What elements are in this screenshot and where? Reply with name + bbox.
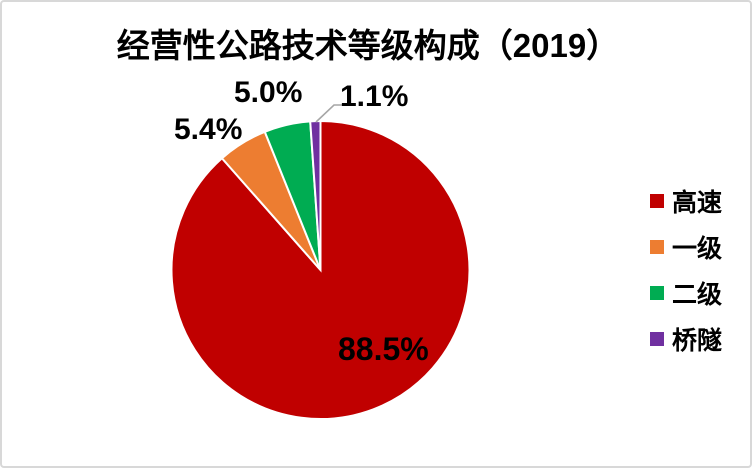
data-label-erji: 5.0% (234, 76, 303, 109)
legend-swatch-icon (650, 240, 664, 254)
data-label-yiji: 5.4% (174, 113, 243, 146)
data-label-gaosu: 88.5% (338, 331, 429, 367)
data-label-qiaosui: 1.1% (340, 80, 409, 113)
legend-swatch-icon (650, 286, 664, 300)
legend-item-0: 高速 (650, 178, 722, 224)
pie-slice-3 (309, 119, 322, 271)
legend-label: 一级 (672, 235, 723, 263)
legend-swatch-icon (650, 194, 664, 208)
legend-label: 高速 (672, 189, 723, 217)
chart-title: 经营性公路技术等级构成（2019） (116, 27, 620, 64)
legend-swatch-icon (650, 332, 664, 346)
legend-label: 桥隧 (672, 327, 723, 355)
leader-line-qiaosui (315, 104, 343, 123)
legend-label: 二级 (672, 281, 723, 309)
legend: 高速 一级 二级 桥隧 (650, 178, 722, 362)
legend-item-3: 桥隧 (650, 316, 722, 362)
legend-item-2: 二级 (650, 270, 722, 316)
legend-item-1: 一级 (650, 224, 722, 270)
